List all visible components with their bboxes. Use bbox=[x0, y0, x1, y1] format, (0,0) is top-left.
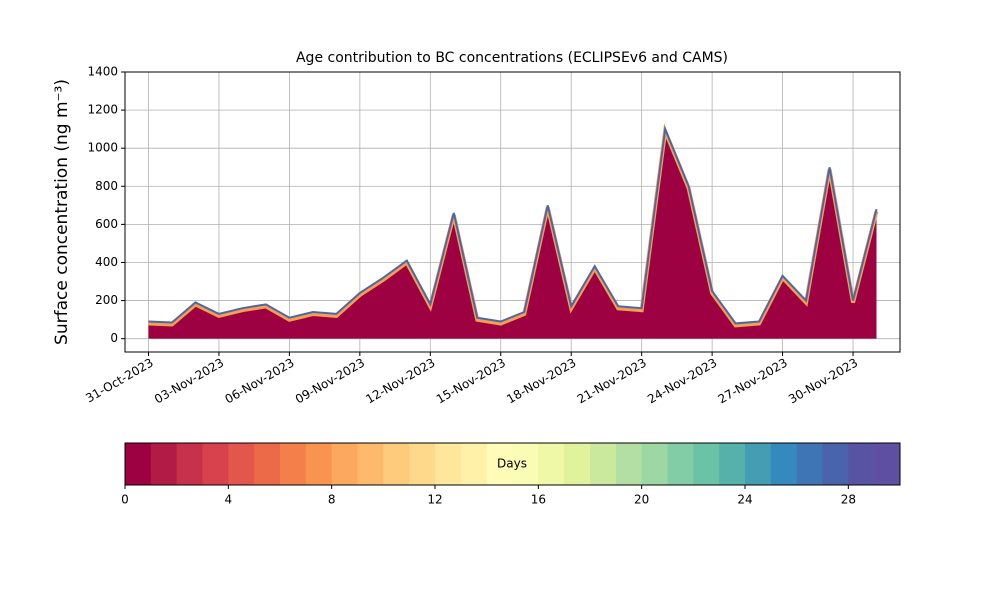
colorbar-segment bbox=[719, 443, 746, 485]
colorbar-tick-label: 8 bbox=[328, 493, 336, 507]
chart-title: Age contribution to BC concentrations (E… bbox=[296, 50, 728, 66]
colorbar-tick-label: 28 bbox=[841, 493, 856, 507]
area bbox=[148, 129, 877, 339]
x-tick-label: 06-Nov-2023 bbox=[222, 356, 296, 407]
colorbar-segment bbox=[280, 443, 307, 485]
colorbar-segment bbox=[486, 443, 513, 485]
y-tick-label: 200 bbox=[95, 293, 118, 307]
colorbar-segment bbox=[202, 443, 229, 485]
x-tick-label: 21-Nov-2023 bbox=[575, 356, 649, 407]
colorbar-segment bbox=[667, 443, 694, 485]
colorbar-segment bbox=[822, 443, 849, 485]
y-tick-label: 400 bbox=[95, 255, 118, 269]
colorbar-tick-label: 0 bbox=[121, 493, 129, 507]
colorbar-segment bbox=[538, 443, 565, 485]
y-tick-label: 1000 bbox=[87, 141, 118, 155]
colorbar-segment bbox=[125, 443, 152, 485]
colorbar-segment bbox=[796, 443, 823, 485]
colorbar-segment bbox=[176, 443, 203, 485]
age-band bbox=[148, 123, 879, 328]
x-tick-label: 09-Nov-2023 bbox=[293, 356, 367, 407]
colorbar-segment bbox=[357, 443, 384, 485]
colorbar-tick-label: 16 bbox=[531, 493, 546, 507]
colorbar-frame bbox=[124, 442, 901, 486]
x-tick-label: 15-Nov-2023 bbox=[434, 356, 508, 407]
colorbar-segment bbox=[435, 443, 462, 485]
x-tick-label: 03-Nov-2023 bbox=[152, 356, 226, 407]
y-tick-label: 1400 bbox=[87, 65, 118, 79]
x-tick-label: 18-Nov-2023 bbox=[504, 356, 578, 407]
colorbar-segment bbox=[615, 443, 643, 485]
colorbar-segment bbox=[383, 443, 410, 485]
colorbar-tick-label: 4 bbox=[225, 493, 233, 507]
colorbar-segment bbox=[641, 443, 668, 485]
x-tick-label: 27-Nov-2023 bbox=[716, 356, 790, 407]
colorbar-segment bbox=[745, 443, 772, 485]
colorbar-segment bbox=[331, 443, 358, 485]
y-tick-label: 0 bbox=[110, 331, 118, 345]
colorbar-segment bbox=[590, 443, 617, 485]
colorbar-segment bbox=[254, 443, 281, 485]
colorbar-tick-label: 12 bbox=[427, 493, 442, 507]
colorbar-segment bbox=[564, 443, 591, 485]
y-tick-label: 1200 bbox=[87, 103, 118, 117]
y-tick-label: 600 bbox=[95, 217, 118, 231]
colorbar-segment bbox=[460, 443, 488, 485]
colorbar-tick-label: 24 bbox=[737, 493, 752, 507]
colorbar-segment bbox=[693, 443, 720, 485]
total-line bbox=[148, 125, 878, 325]
y-tick-label: 800 bbox=[95, 179, 118, 193]
colorbar-segment bbox=[305, 443, 333, 485]
colorbar-segment bbox=[150, 443, 178, 485]
colorbar-segment bbox=[848, 443, 875, 485]
x-tick-label: 30-Nov-2023 bbox=[786, 356, 860, 407]
colorbar-tick-label: 20 bbox=[634, 493, 649, 507]
plot-frame bbox=[124, 71, 901, 353]
x-tick-label: 31-Oct-2023 bbox=[83, 356, 155, 406]
y-axis-label: Surface concentration (ng m⁻³) bbox=[52, 79, 72, 345]
colorbar-segment bbox=[770, 443, 798, 485]
colorbar-segment bbox=[409, 443, 436, 485]
x-tick-label: 12-Nov-2023 bbox=[363, 356, 437, 407]
colorbar-segment bbox=[228, 443, 255, 485]
colorbar-segment bbox=[512, 443, 539, 485]
colorbar-segment bbox=[874, 443, 901, 485]
x-tick-label: 24-Nov-2023 bbox=[645, 356, 719, 407]
colorbar-label: Days bbox=[497, 457, 527, 471]
